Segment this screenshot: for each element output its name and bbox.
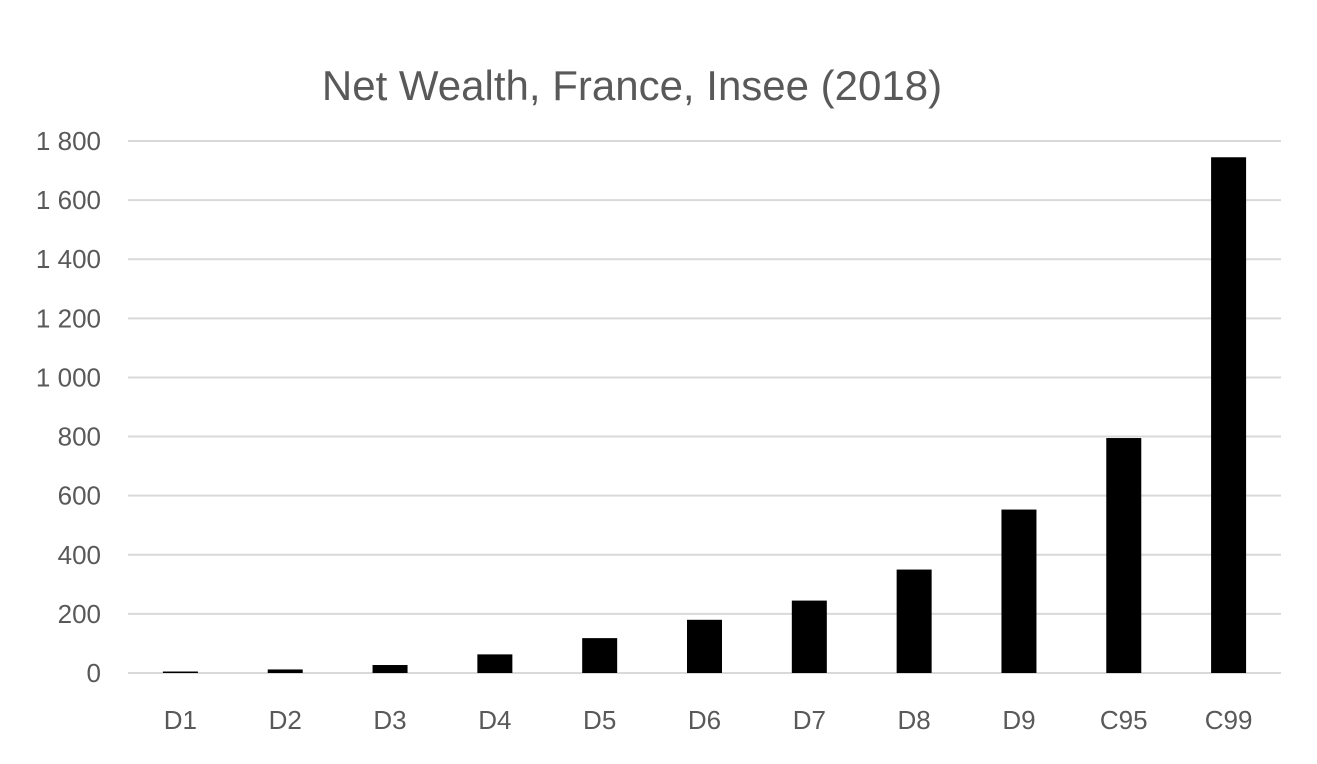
x-tick-label: C95 — [1100, 705, 1148, 735]
bar-d2 — [267, 669, 303, 673]
y-axis-tick-labels: 0 200 400 600 800 1 000 1 200 1 400 1 600 1 800 — [36, 126, 101, 688]
bar-d1 — [162, 671, 198, 673]
y-tick-label: 0 — [87, 658, 101, 688]
gridlines — [128, 140, 1281, 674]
bar-d5 — [582, 638, 618, 673]
bar-d4 — [477, 654, 513, 673]
bar-d6 — [687, 619, 722, 673]
y-tick-label: 1 800 — [36, 126, 101, 156]
x-tick-label: C99 — [1205, 705, 1253, 735]
x-tick-label: D3 — [373, 705, 406, 735]
x-tick-label: D5 — [583, 705, 616, 735]
y-tick-label: 600 — [58, 481, 101, 511]
y-tick-label: 200 — [58, 599, 101, 629]
chart-title: Net Wealth, France, Insee (2018) — [322, 62, 942, 109]
y-tick-label: 400 — [58, 540, 101, 570]
x-tick-label: D9 — [1002, 705, 1035, 735]
x-tick-label: D2 — [269, 705, 302, 735]
bar-c95 — [1106, 438, 1142, 673]
bar-d9 — [1001, 509, 1037, 673]
y-tick-label: 1 600 — [36, 185, 101, 215]
y-tick-label: 800 — [58, 422, 101, 452]
x-tick-label: D6 — [688, 705, 721, 735]
bar-d7 — [791, 600, 827, 673]
y-tick-label: 1 000 — [36, 362, 101, 392]
x-tick-label: D4 — [478, 705, 511, 735]
x-tick-label: D1 — [164, 705, 197, 735]
y-tick-label: 1 200 — [36, 303, 101, 333]
bar-d3 — [372, 665, 408, 673]
y-tick-label: 1 400 — [36, 244, 101, 274]
bars — [162, 157, 1247, 673]
bar-c99 — [1211, 157, 1247, 673]
x-tick-label: D8 — [898, 705, 931, 735]
x-tick-label: D7 — [793, 705, 826, 735]
bar-d8 — [896, 569, 932, 673]
x-axis-tick-labels: D1 D2 D3 D4 D5 D6 D7 D8 D9 C95 C99 — [164, 705, 1253, 735]
